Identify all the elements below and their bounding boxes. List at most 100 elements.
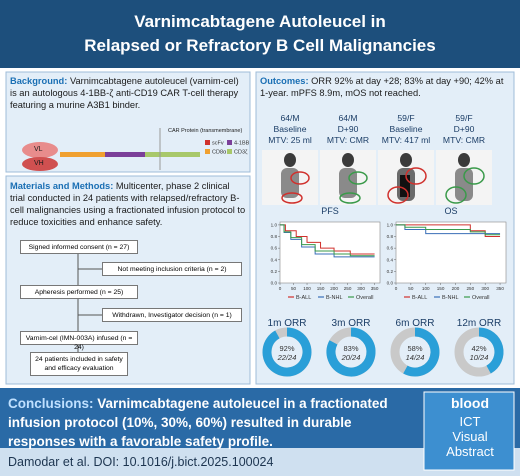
donut-title: 3m ORR	[332, 318, 371, 329]
legend-swatch	[227, 140, 232, 145]
methods-panel	[5, 175, 251, 385]
legend-label: CD3ζ	[234, 150, 248, 156]
x-tick-label: 250	[466, 286, 474, 291]
section-text: ORR 92% at day +28; 83% at day +90; 42% …	[260, 76, 504, 98]
y-tick-label: 0.0	[271, 281, 278, 286]
x-tick-label: 50	[408, 286, 414, 291]
x-tick-label: 100	[303, 286, 311, 291]
donut-fraction: 10/24	[470, 353, 489, 362]
donut-value: 83%	[343, 344, 358, 353]
scan-label: 59/F	[455, 113, 473, 123]
x-tick-label: 350	[496, 286, 504, 291]
y-tick-label: 0.8	[387, 234, 394, 239]
plot-area	[395, 221, 507, 284]
donut-value: 92%	[279, 344, 294, 353]
y-tick-label: 0.8	[271, 234, 278, 239]
hinge	[60, 152, 105, 157]
flow-box: Apheresis performed (n = 25)	[20, 285, 138, 299]
legend-label: 4-1BB	[234, 141, 250, 147]
protein-label: CAR Protein (transmembrane)	[168, 128, 243, 134]
lesion-circles	[281, 167, 485, 204]
flow-box: Varnim-cel (IMN-003A) infused (n = 24)	[20, 331, 138, 351]
donut-title: 6m ORR	[396, 318, 435, 329]
background-text: Background: Varnimcabtagene autoleucel (…	[10, 75, 246, 111]
x-tick-label: 200	[452, 286, 460, 291]
scan-label: 59/F	[397, 113, 415, 123]
scan-label: MTV: 25 ml	[268, 135, 312, 145]
donut-arc	[262, 327, 312, 377]
vl-domain	[22, 142, 58, 158]
donut-title: 12m ORR	[457, 318, 501, 329]
x-tick-label: 150	[437, 286, 445, 291]
section-text: Varnimcabtagene autoleucel (varnim-cel) …	[10, 76, 239, 110]
section-label: Outcomes:	[260, 76, 309, 86]
title-line: Varnimcabtagene Autoleucel in	[134, 12, 386, 31]
legend-label: Overall	[356, 295, 373, 301]
x-tick-label: 300	[481, 286, 489, 291]
scan-label: MTV: CMR	[442, 135, 486, 145]
y-tick-label: 1.0	[271, 222, 278, 227]
costim	[105, 152, 145, 157]
donut-fraction: 14/24	[406, 353, 425, 362]
flow-box: Signed informed consent (n = 27)	[20, 240, 138, 254]
donut-value: 42%	[471, 344, 486, 353]
donut-fraction: 22/24	[277, 353, 297, 362]
legend-label: B-NHL	[326, 295, 343, 301]
title-line: Relapsed or Refractory B Cell Malignanci…	[84, 36, 436, 55]
y-tick-label: 0.0	[387, 281, 394, 286]
conclusions-text: Conclusions: Varnimcabtagene autoleucel …	[8, 394, 418, 451]
survival-curve	[396, 224, 501, 238]
legend-label: Overall	[472, 295, 489, 301]
flow-arrows	[77, 254, 102, 352]
survival-curve	[396, 224, 501, 236]
methods-text: Materials and Methods: Multicenter, phas…	[10, 180, 246, 228]
y-tick-label: 0.2	[271, 269, 278, 274]
outcomes-text: Outcomes: ORR 92% at day +28; 83% at day…	[260, 75, 510, 99]
donut-arc	[478, 327, 504, 374]
legend-label: B-ALL	[412, 295, 427, 301]
donut-title: 1m ORR	[268, 318, 307, 329]
x-tick-label: 100	[422, 286, 430, 291]
legend-label: B-NHL	[442, 295, 459, 301]
section-label: Materials and Methods:	[10, 181, 114, 191]
survival-curve	[280, 224, 375, 257]
donut-arc	[403, 327, 440, 377]
legend-swatch	[227, 149, 232, 154]
cd3z	[145, 152, 200, 157]
scan-label: MTV: CMR	[326, 135, 370, 145]
x-tick-label: 0	[279, 286, 282, 291]
scan-label: D+90	[337, 124, 359, 134]
legend-label: CD8α	[212, 150, 227, 156]
flow-box: Not meeting inclusion criteria (n = 2)	[102, 262, 242, 276]
y-tick-label: 0.6	[271, 246, 278, 251]
y-tick-label: 0.4	[387, 257, 394, 262]
vh-domain	[22, 157, 58, 171]
pet-scans	[262, 150, 492, 205]
vh-label: VH	[34, 160, 44, 167]
section-label: Conclusions:	[8, 396, 94, 411]
scan-label: MTV: 417 ml	[381, 135, 431, 145]
legend-swatch	[205, 140, 210, 145]
legend-label: scFv	[212, 141, 224, 147]
survival-curve	[280, 224, 375, 255]
logo-line: Abstract	[446, 444, 494, 459]
legend-label: B-ALL	[296, 295, 311, 301]
scan-label: D+90	[453, 124, 475, 134]
legend-swatch	[205, 149, 210, 154]
donut-fraction: 20/24	[341, 353, 361, 362]
x-tick-label: 150	[317, 286, 325, 291]
x-tick-label: 0	[395, 286, 398, 291]
logo-line: ICT	[459, 414, 481, 429]
flow-box: 24 patients included in safety and effic…	[30, 352, 128, 376]
scan-label: 64/M	[338, 113, 358, 123]
logo-journal: blood	[450, 395, 490, 411]
x-tick-label: 350	[371, 286, 379, 291]
donut-arc	[326, 327, 376, 377]
y-tick-label: 1.0	[387, 222, 394, 227]
scan-label: 64/M	[280, 113, 300, 123]
y-tick-label: 0.4	[271, 257, 278, 262]
x-tick-label: 50	[291, 286, 297, 291]
y-tick-label: 0.6	[387, 246, 394, 251]
